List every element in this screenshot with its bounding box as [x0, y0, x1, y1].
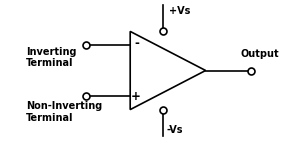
Text: Output: Output — [240, 49, 279, 59]
Text: Non-Inverting
Terminal: Non-Inverting Terminal — [26, 101, 103, 123]
Text: Inverting
Terminal: Inverting Terminal — [26, 47, 77, 68]
Text: -: - — [134, 37, 139, 50]
Text: -Vs: -Vs — [166, 125, 182, 135]
Text: +Vs: +Vs — [169, 6, 191, 16]
Text: +: + — [131, 90, 140, 103]
